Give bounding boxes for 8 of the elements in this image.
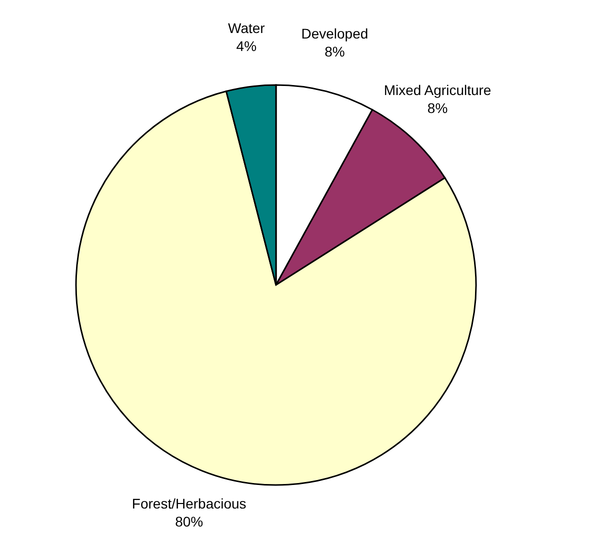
slice-label: Water	[228, 20, 266, 36]
data-label: 8%	[324, 43, 345, 60]
data-label: 80%	[175, 513, 204, 530]
data-label: 4%	[236, 38, 257, 54]
data-label: 8%	[427, 100, 448, 116]
slice-label: Developed	[301, 25, 368, 42]
slice-label: Forest/Herbacious	[132, 495, 246, 512]
slice-label: Mixed Agriculture	[384, 82, 492, 98]
